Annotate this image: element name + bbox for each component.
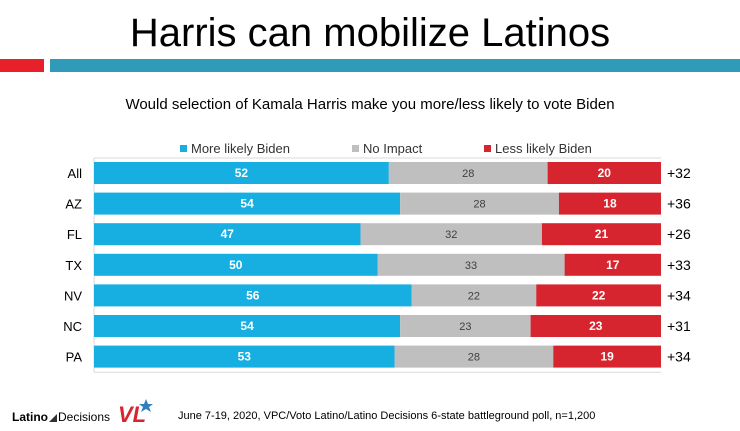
data-label-less-likely: 20 [598, 166, 612, 180]
legend-no-impact: No Impact [352, 141, 422, 157]
data-label-more-likely: 52 [235, 166, 249, 180]
data-label-more-likely: 50 [229, 258, 243, 272]
latino-decisions-logo: Latino Decisions [12, 410, 110, 424]
data-label-no-impact: 28 [462, 168, 474, 180]
bar-no-impact [394, 345, 554, 368]
bar-more-likely [94, 162, 389, 184]
bar-less-likely [536, 284, 661, 307]
bar-no-impact [411, 284, 537, 307]
category-label: All [68, 166, 83, 181]
data-label-no-impact: 32 [445, 229, 457, 241]
category-label: FL [67, 227, 82, 242]
net-label: +31 [667, 318, 691, 334]
source-note: June 7-19, 2020, VPC/Voto Latino/Latino … [178, 410, 596, 422]
data-label-less-likely: 21 [595, 227, 609, 241]
bar-no-impact [360, 223, 542, 246]
bar-less-likely [558, 192, 661, 215]
category-label: AZ [65, 197, 82, 212]
category-label: NC [63, 319, 82, 334]
data-label-more-likely: 54 [240, 197, 254, 211]
bar-more-likely [94, 284, 412, 307]
category-label: TX [65, 258, 82, 273]
vl-logo-text: VL [118, 402, 146, 426]
net-label: +34 [667, 349, 691, 365]
legend-swatch-less-likely [484, 145, 491, 152]
bar-more-likely [94, 223, 361, 246]
bar-no-impact [400, 192, 559, 215]
header-band-blue [50, 59, 740, 72]
logo-separator-icon [49, 414, 57, 422]
data-label-no-impact: 28 [468, 352, 480, 364]
logo-text-latino: Latino [12, 410, 48, 424]
legend-more-likely: More likely Biden [180, 141, 290, 157]
data-label-less-likely: 19 [600, 350, 614, 364]
bar-less-likely [553, 345, 661, 368]
legend-swatch-more-likely [180, 145, 187, 152]
data-label-less-likely: 23 [589, 319, 603, 333]
bar-less-likely [547, 162, 661, 184]
bar-no-impact [388, 162, 548, 184]
bar-less-likely [530, 315, 661, 337]
data-label-more-likely: 54 [240, 319, 254, 333]
data-label-more-likely: 53 [238, 350, 252, 364]
bar-no-impact [400, 315, 531, 337]
page-title: Harris can mobilize Latinos [129, 11, 611, 55]
legend-swatch-no-impact [352, 145, 359, 152]
net-label: +33 [667, 257, 691, 273]
logo-text-decisions: Decisions [58, 410, 111, 424]
data-label-no-impact: 33 [465, 260, 477, 272]
data-label-less-likely: 18 [603, 197, 617, 211]
data-label-no-impact: 28 [473, 199, 485, 211]
category-label: PA [66, 350, 83, 365]
voto-latino-logo: VL [118, 399, 153, 426]
data-label-no-impact: 23 [459, 321, 471, 333]
data-label-less-likely: 22 [592, 288, 606, 302]
legend-label-no-impact: No Impact [363, 141, 423, 156]
bar-more-likely [94, 253, 378, 276]
legend-less-likely: Less likely Biden [484, 141, 592, 157]
bar-less-likely [541, 223, 661, 246]
net-label: +36 [667, 196, 691, 212]
bar-more-likely [94, 345, 395, 368]
bar-more-likely [94, 192, 401, 215]
data-label-less-likely: 17 [606, 258, 620, 272]
bar-more-likely [94, 315, 401, 337]
chart-title: Would selection of Kamala Harris make yo… [125, 96, 615, 113]
data-label-more-likely: 47 [221, 227, 235, 241]
star-icon [139, 399, 153, 412]
data-label-no-impact: 22 [468, 290, 480, 302]
bar-no-impact [377, 253, 565, 276]
net-label: +32 [667, 165, 691, 181]
net-label: +26 [667, 226, 691, 242]
legend-label-less-likely: Less likely Biden [495, 141, 592, 156]
data-label-more-likely: 56 [246, 288, 260, 302]
net-label: +34 [667, 287, 691, 303]
category-label: NV [64, 288, 82, 303]
legend-label-more-likely: More likely Biden [191, 141, 290, 156]
bar-less-likely [564, 253, 661, 276]
header-band-red [0, 59, 44, 72]
